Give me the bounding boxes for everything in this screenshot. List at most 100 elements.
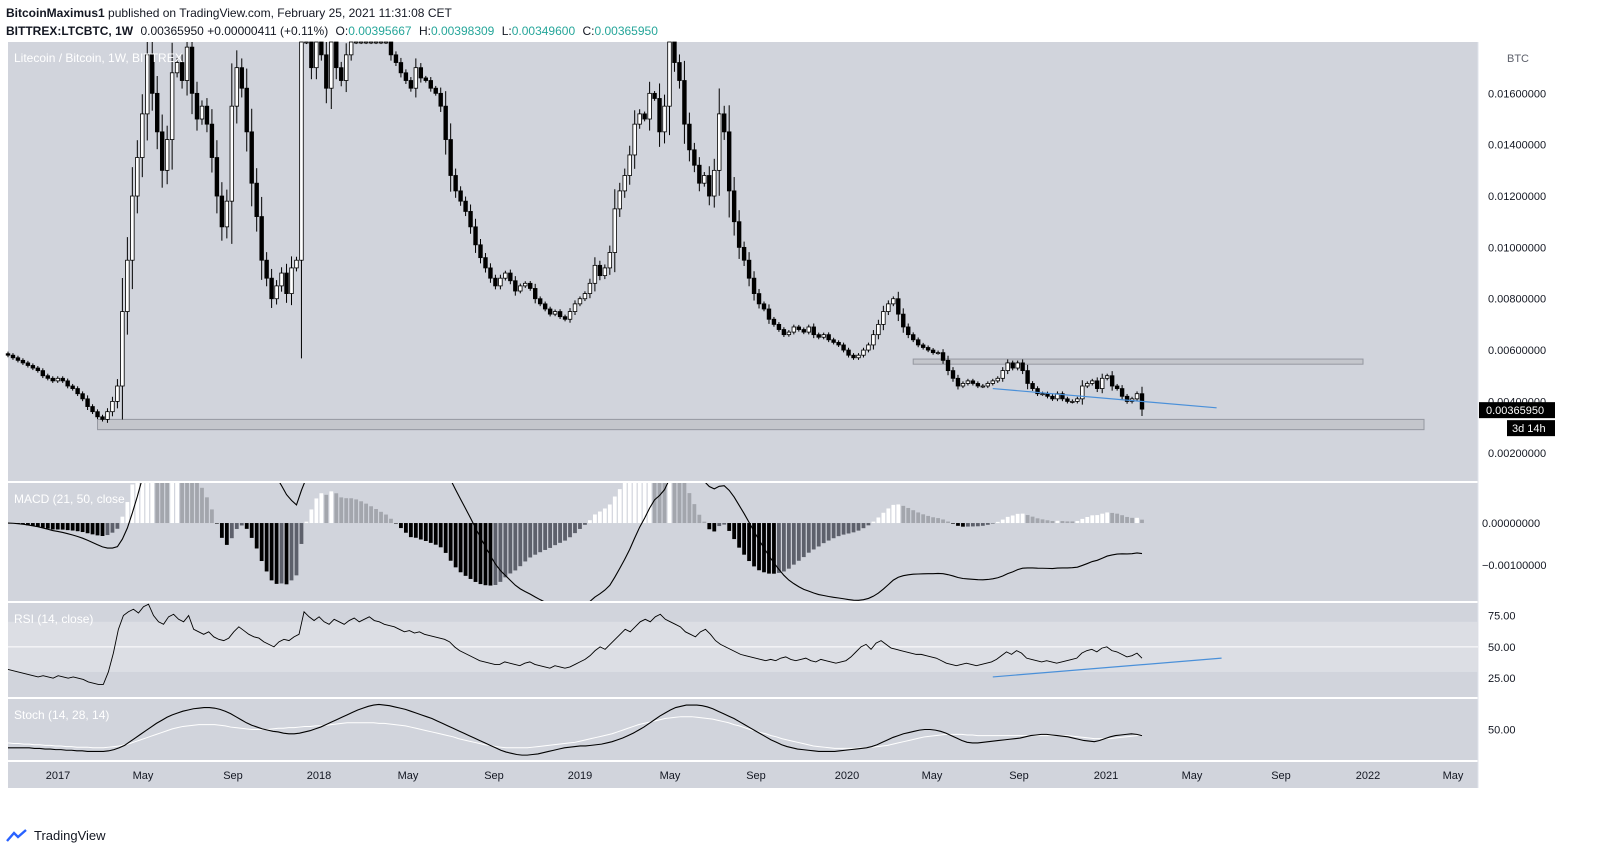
macd-histogram-bar [65, 523, 70, 531]
candle [592, 264, 598, 284]
candle [965, 380, 971, 384]
macd-histogram-bar [881, 512, 886, 524]
macd-histogram-bar [607, 504, 612, 524]
macd-histogram-bar [990, 523, 995, 524]
rsi-tick-label: 50.00 [1488, 642, 1516, 654]
time-tick-label: Sep [484, 770, 504, 782]
candle [707, 175, 712, 197]
candle [264, 259, 269, 279]
macd-histogram-bar [737, 523, 742, 548]
macd-histogram-bar [190, 483, 194, 524]
macd-histogram-bar [796, 523, 801, 561]
price-trendline [992, 387, 1217, 409]
candle [647, 92, 652, 120]
candle [528, 282, 533, 289]
stoch-k-line [8, 703, 1143, 756]
macd-histogram-bar [543, 523, 548, 550]
candle [672, 41, 677, 63]
time-tick-label: 2019 [568, 770, 592, 782]
footer-brand[interactable]: TradingView [6, 828, 106, 843]
macd-histogram-bar [806, 523, 811, 553]
candle [473, 226, 478, 246]
publisher-name[interactable]: BitcoinMaximus1 [6, 6, 105, 20]
candle [836, 341, 841, 346]
macd-histogram-bar [75, 523, 80, 532]
macd-histogram-bar [722, 523, 727, 525]
macd-histogram-bar [1005, 516, 1010, 524]
candle [1090, 380, 1095, 384]
macd-histogram-bar [453, 523, 458, 568]
time-tick-label: May [133, 770, 154, 782]
macd-histogram-bar [642, 483, 647, 524]
candle [150, 54, 155, 94]
candle [667, 41, 672, 107]
macd-histogram-bar [329, 491, 334, 524]
candle [398, 62, 404, 74]
candle [393, 54, 399, 63]
candle [1109, 375, 1115, 387]
candle [130, 195, 135, 261]
macd-histogram-bar [687, 493, 692, 524]
macd-histogram-bar [180, 483, 184, 524]
macd-histogram-bar [40, 523, 45, 528]
candle [194, 92, 200, 120]
macd-histogram-bar [707, 523, 712, 530]
candle [1104, 375, 1110, 379]
macd-histogram-bar [1105, 512, 1110, 524]
candle [184, 46, 190, 81]
candle [722, 113, 727, 133]
candle [433, 87, 438, 94]
candle [712, 169, 717, 197]
time-tick-label: Sep [1009, 770, 1029, 782]
candle [597, 264, 603, 277]
macd-histogram-bar [836, 523, 841, 537]
macd-histogram-bar [588, 520, 592, 524]
candle [95, 411, 100, 418]
macd-histogram-bar [602, 508, 607, 524]
macd-histogram-bar [304, 521, 309, 524]
macd-histogram-bar [70, 523, 75, 531]
macd-histogram-bar [25, 523, 30, 526]
chart-header: BitcoinMaximus1 published on TradingView… [6, 4, 658, 40]
macd-histogram-bar [637, 483, 642, 524]
candle [468, 211, 473, 228]
macd-histogram-bar [702, 521, 707, 524]
candle [423, 77, 428, 81]
last-price: 0.00365950 [140, 24, 204, 38]
macd-histogram-bar [428, 523, 433, 543]
candle [304, 41, 309, 44]
macd-histogram-bar [100, 523, 105, 536]
macd-histogram-bar [851, 523, 856, 533]
macd-histogram-bar [468, 523, 473, 579]
macd-histogram-bar [717, 523, 722, 527]
candle [1000, 370, 1005, 379]
macd-histogram-bar [55, 523, 60, 530]
macd-histogram-bar [309, 509, 314, 524]
macd-histogram-bar [60, 523, 65, 530]
macd-histogram-bar [170, 483, 175, 524]
price-tick-label: 0.01400000 [1488, 140, 1546, 152]
time-tick-label: May [1182, 770, 1203, 782]
candle [319, 41, 324, 56]
macd-histogram-bar [811, 523, 816, 550]
candle [448, 139, 453, 176]
candle [841, 344, 846, 351]
stoch-tick-label: 50.00 [1488, 725, 1516, 737]
macd-histogram-bar [931, 517, 936, 524]
candle [901, 313, 906, 328]
candle [935, 352, 941, 355]
candle [985, 383, 991, 387]
macd-histogram-bar [279, 523, 284, 584]
macd-histogram-bar [533, 523, 538, 555]
tradingview-logo-icon [6, 828, 27, 842]
macd-histogram-bar [896, 504, 901, 524]
candle [50, 377, 55, 382]
candle [995, 377, 1000, 382]
macd-histogram-bar [777, 523, 781, 573]
price-tick-label: 0.00800000 [1488, 294, 1546, 306]
macd-histogram-bar [583, 523, 587, 525]
macd-histogram-bar [970, 523, 975, 527]
last-price-tag: 0.00365950 [1486, 405, 1544, 417]
macd-histogram-bar [438, 523, 443, 548]
